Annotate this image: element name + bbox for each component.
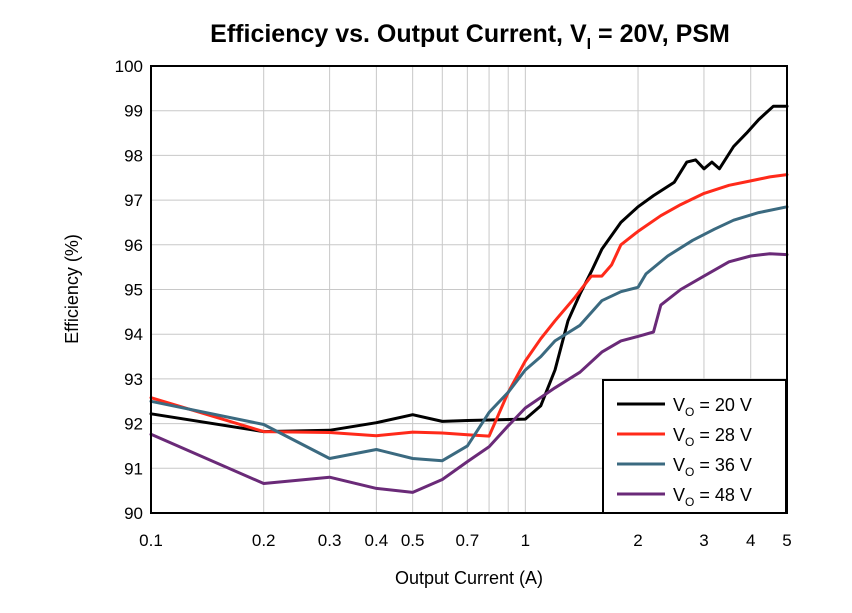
y-tick-label: 91: [124, 459, 143, 478]
y-tick-label: 97: [124, 191, 143, 210]
y-tick-label: 92: [124, 415, 143, 434]
legend-box: [602, 379, 787, 514]
y-tick-label: 99: [124, 102, 143, 121]
x-tick-label: 0.4: [365, 531, 389, 550]
x-tick-label: 2: [633, 531, 642, 550]
series-line-2: [149, 173, 789, 438]
y-tick-label: 90: [124, 504, 143, 523]
x-tick-label: 4: [746, 531, 755, 550]
y-tick-label: 94: [124, 325, 143, 344]
y-tick-label: 100: [115, 57, 143, 76]
series-line-3: [149, 205, 789, 463]
chart-title-suffix: = 20V, PSM: [591, 20, 730, 48]
legend-label: VO = 28 V: [673, 425, 752, 449]
x-tick-label: 3: [699, 531, 708, 550]
x-tick-label: 0.5: [401, 531, 425, 550]
x-tick-label: 1: [521, 531, 530, 550]
y-tick-label: 93: [124, 370, 143, 389]
y-tick-label: 96: [124, 236, 143, 255]
legend-label: VO = 20 V: [673, 395, 752, 419]
y-axis-label: Efficiency (%): [62, 234, 82, 344]
y-tick-label: 98: [124, 146, 143, 165]
x-tick-label: 0.3: [318, 531, 342, 550]
x-tick-label: 0.1: [139, 531, 163, 550]
x-tick-label: 0.7: [456, 531, 480, 550]
chart-title-prefix: Efficiency vs. Output Current, V: [210, 20, 587, 48]
x-axis-label: Output Current (A): [395, 568, 543, 588]
series-lines: [149, 104, 789, 494]
legend-label: VO = 48 V: [673, 485, 752, 509]
series-line-1: [149, 104, 789, 434]
x-tick-label: 0.2: [252, 531, 276, 550]
legend: VO = 20 V VO = 28 V VO = 36 V VO = 48 V: [602, 379, 787, 514]
y-tick-label: 95: [124, 281, 143, 300]
plot-frame: [150, 65, 788, 514]
x-tick-label: 5: [782, 531, 791, 550]
chart-title: Efficiency vs. Output Current, VI = 20V,…: [210, 20, 730, 53]
legend-label: VO = 36 V: [673, 455, 752, 479]
tick-labels: 0.1 0.2 0.3 0.4 0.5 0.7 1 2 3 4 5 90 91 92 93 94 95 96 97 9…: [115, 57, 792, 550]
series-line-4: [149, 252, 789, 494]
chart-title-subscript: I: [587, 36, 591, 53]
